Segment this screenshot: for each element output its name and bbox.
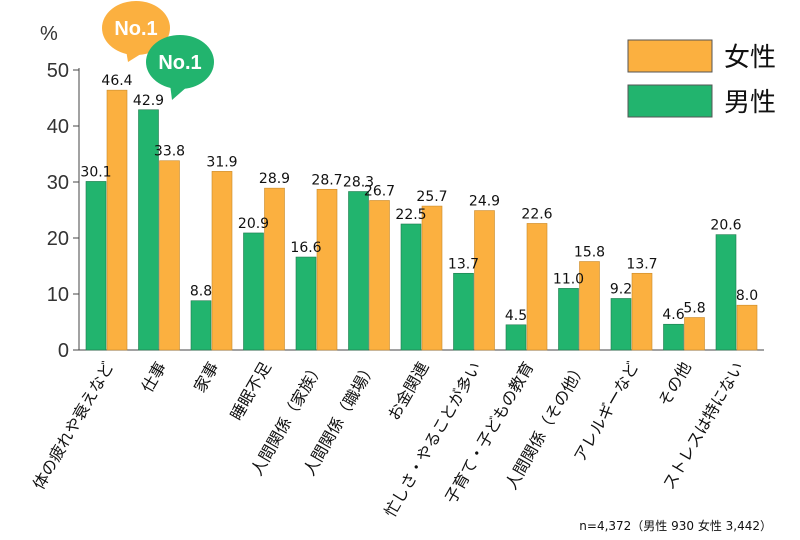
category-label: お金関連 [384, 359, 432, 424]
bar-female [474, 210, 495, 351]
bar-female [579, 261, 600, 351]
no1-badges: No.1No.1 [102, 1, 214, 100]
y-tick-label: 50 [47, 60, 69, 82]
value-label-female: 26.7 [364, 183, 395, 199]
badge-bubble [146, 35, 214, 89]
bar-female [684, 317, 705, 351]
bar-male [348, 191, 369, 351]
legend-label: 男性 [724, 88, 776, 118]
category-label: 睡眠不足 [227, 359, 275, 424]
bar-female [211, 171, 233, 351]
value-label-male: 20.6 [710, 218, 741, 234]
y-tick-label: 20 [47, 228, 69, 250]
legend-swatch [627, 84, 713, 118]
bar-female [369, 200, 390, 351]
value-label-male: 22.5 [395, 207, 426, 223]
bar-male [453, 272, 474, 351]
sample-size-footnote: n=4,372（男性 930 女性 3,442） [579, 519, 772, 533]
value-label-male: 13.7 [448, 256, 479, 272]
value-label-male: 4.5 [505, 308, 527, 324]
bar-male [138, 109, 159, 351]
category-label: 家事 [190, 359, 222, 396]
value-label-male: 42.9 [133, 93, 164, 109]
y-tick-label: 30 [47, 172, 69, 194]
legend-label: 女性 [724, 43, 776, 73]
value-label-female: 46.4 [101, 73, 132, 89]
y-unit-label: % [40, 23, 58, 45]
badge-bubble [102, 1, 170, 55]
value-label-male: 11.0 [553, 271, 584, 287]
badge-text: No.1 [158, 52, 201, 74]
no1-badge: No.1 [102, 1, 170, 62]
no1-badge: No.1 [146, 35, 214, 100]
bar-female [159, 160, 180, 351]
category-label: 体の疲れや衰えなど [29, 359, 117, 493]
value-label-male: 9.2 [610, 281, 632, 297]
bar-male [85, 181, 107, 351]
value-label-female: 22.6 [521, 206, 552, 222]
badge-text: No.1 [114, 18, 157, 40]
value-label-female: 24.9 [469, 194, 500, 210]
value-label-female: 33.8 [154, 144, 185, 160]
bars [85, 89, 758, 351]
value-labels: 30.146.442.933.88.831.920.928.916.628.7 2… [80, 73, 758, 324]
bar-female [106, 89, 128, 351]
value-label-male: 16.6 [290, 240, 321, 256]
category-label: その他 [655, 359, 695, 410]
bar-male [400, 223, 422, 351]
value-label-female: 5.8 [683, 301, 705, 317]
value-label-male: 4.6 [662, 307, 684, 323]
value-label-female: 13.7 [626, 256, 657, 272]
bar-male [610, 298, 632, 351]
bar-female [631, 272, 653, 351]
bar-male [715, 234, 737, 351]
legend-swatch [627, 39, 713, 73]
value-label-male: 30.1 [80, 164, 111, 180]
value-label-male: 20.9 [238, 216, 269, 232]
bar-male [663, 323, 684, 351]
value-label-male: 8.8 [190, 284, 212, 300]
bar-male [190, 300, 212, 351]
bar-female [316, 188, 338, 351]
value-label-female: 28.7 [311, 172, 342, 188]
category-label: 仕事 [138, 359, 170, 396]
bar-female [526, 223, 548, 351]
y-tick-label: 10 [47, 284, 69, 306]
category-label: 忙しさ・やることが多い [381, 359, 485, 521]
bar-female [264, 187, 285, 351]
y-tick-label: 40 [47, 116, 69, 138]
value-label-female: 28.9 [259, 171, 290, 187]
bar-male [505, 324, 527, 351]
value-label-female: 8.0 [736, 288, 758, 304]
bar-male [558, 288, 579, 351]
bar-female [736, 304, 758, 351]
value-label-female: 31.9 [206, 154, 237, 170]
value-label-female: 25.7 [416, 189, 447, 205]
bar-female [421, 205, 443, 351]
bar-male [243, 232, 264, 351]
value-label-male: 28.3 [343, 175, 374, 191]
bar-male [295, 256, 317, 351]
y-tick-label: 0 [58, 340, 69, 362]
value-label-female: 15.8 [574, 245, 605, 261]
